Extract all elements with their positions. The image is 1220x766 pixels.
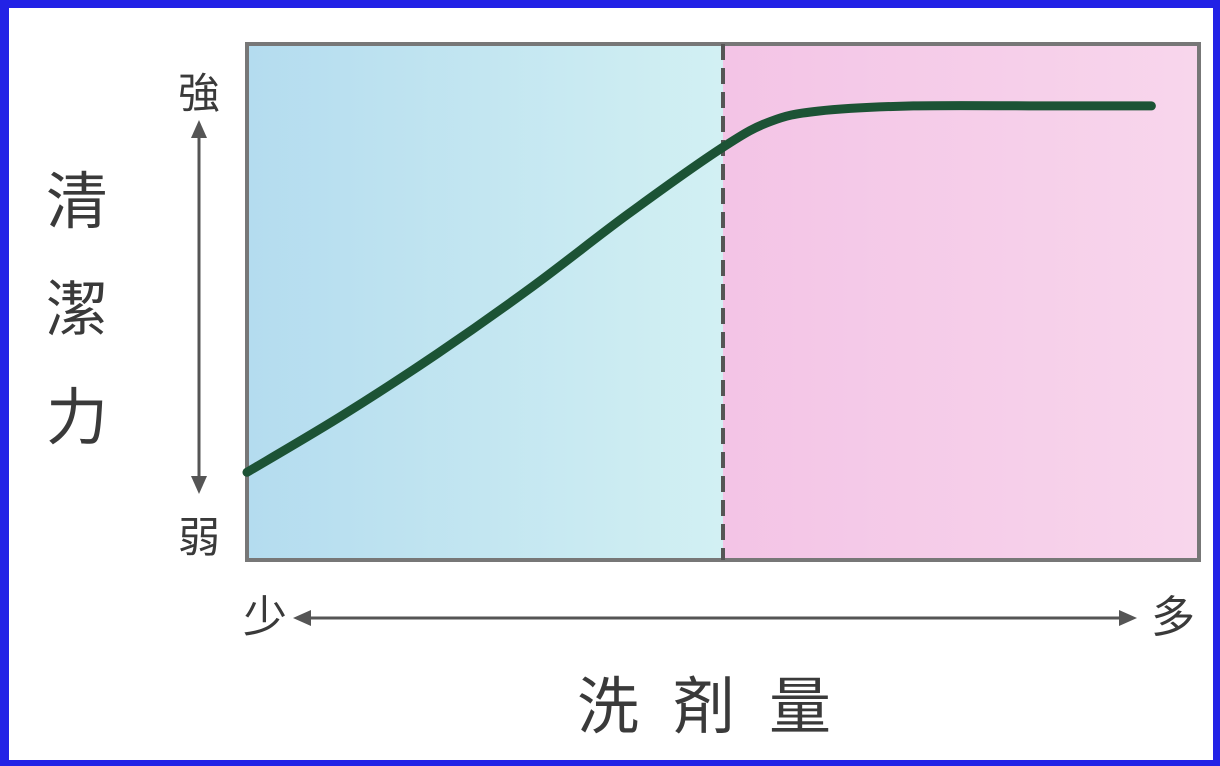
x-axis-arrow-right — [1119, 610, 1137, 626]
x-axis-title: 洗剤量 — [577, 670, 865, 743]
x-axis-high-label: 多 — [1151, 592, 1195, 643]
y-axis-title-char: 清 — [46, 165, 108, 238]
plot-region-right — [723, 44, 1199, 560]
chart-frame: 強 弱 清潔力 少 多 洗剤量 — [9, 8, 1213, 760]
y-axis-arrow-up — [191, 120, 207, 138]
y-axis-low-label: 弱 — [178, 513, 220, 562]
y-axis-title-char: 潔 — [46, 273, 108, 346]
detergent-cleaning-chart: 強 弱 清潔力 少 多 洗剤量 — [46, 42, 1201, 743]
x-axis-low-label: 少 — [243, 592, 287, 643]
cleaning-power-line — [242, 101, 1156, 477]
y-axis-arrow-down — [191, 476, 207, 494]
y-axis-title: 清潔力 — [46, 165, 108, 454]
y-axis-title-char: 力 — [46, 381, 108, 454]
y-axis-high-label: 強 — [178, 69, 220, 118]
plot-region-left — [247, 44, 723, 560]
x-axis-arrow-left — [293, 610, 311, 626]
